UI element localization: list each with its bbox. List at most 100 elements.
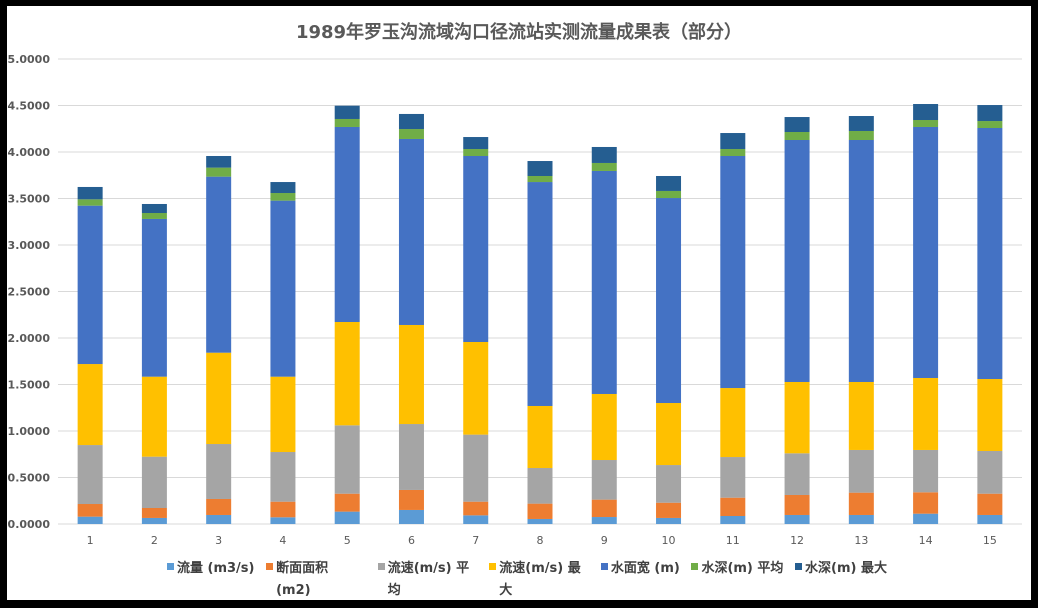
bar-segment-6-cat-13 (848, 130, 874, 141)
bar-segment-2-cat-11 (720, 497, 746, 517)
bar-segment-3-cat-15 (977, 450, 1003, 494)
x-tick-label: 6 (408, 534, 415, 547)
bar-segment-1-cat-2 (141, 517, 167, 524)
bar-segment-4-cat-2 (141, 376, 167, 457)
bar-segment-7-cat-4 (270, 182, 296, 194)
bar-segment-4-cat-14 (913, 377, 939, 450)
x-tick-label: 10 (662, 534, 676, 547)
bar-segment-2-cat-9 (591, 499, 617, 518)
bar-segment-6-cat-12 (784, 132, 810, 141)
legend-swatch (489, 563, 497, 570)
bar-segment-3-cat-12 (784, 453, 810, 495)
bar-segment-5-cat-4 (270, 200, 296, 377)
bar-segment-1-cat-15 (977, 514, 1003, 524)
bar-segment-6-cat-8 (527, 175, 553, 183)
bar-segment-3-cat-11 (720, 457, 746, 498)
bar-segment-6-cat-3 (206, 167, 232, 177)
legend-swatch (691, 563, 699, 570)
x-tick-label: 9 (601, 534, 608, 547)
bar-segment-7-cat-9 (591, 146, 617, 163)
legend-item: 流速(m/s) 平均 (377, 558, 478, 602)
bar-segment-3-cat-1 (77, 445, 103, 505)
x-tick-label: 5 (344, 534, 351, 547)
y-tick-label: 2.0000 (8, 332, 51, 345)
bar-segment-1-cat-7 (463, 515, 489, 524)
bar-segment-7-cat-15 (977, 105, 1003, 122)
y-tick-label: 1.0000 (8, 425, 51, 438)
bar-segment-4-cat-15 (977, 379, 1003, 451)
bar-segment-4-cat-13 (848, 381, 874, 450)
x-tick-label: 1 (87, 534, 94, 547)
bar-segment-2-cat-2 (141, 508, 167, 518)
bar-segment-7-cat-6 (398, 113, 424, 130)
y-tick-label: 3.5000 (8, 193, 51, 206)
bar-segment-3-cat-14 (913, 449, 939, 493)
bar-segment-1-cat-1 (77, 516, 103, 524)
x-tick-label: 3 (215, 534, 222, 547)
bar-segment-6-cat-14 (913, 120, 939, 127)
bar-segment-3-cat-6 (398, 424, 424, 490)
bar-segment-7-cat-10 (656, 175, 682, 191)
bar-segment-1-cat-8 (527, 518, 553, 524)
bar-segment-4-cat-3 (206, 352, 232, 445)
y-tick-label: 0.0000 (8, 518, 51, 531)
bar-segment-2-cat-5 (334, 493, 360, 512)
x-tick-label: 14 (919, 534, 933, 547)
legend-item: 水深(m) 最大 (795, 558, 887, 602)
y-tick-label: 2.5000 (8, 286, 51, 299)
bar-segment-1-cat-14 (913, 513, 939, 524)
bar-segment-6-cat-11 (720, 149, 746, 156)
bar-segment-2-cat-13 (848, 492, 874, 515)
x-tick-label: 2 (151, 534, 158, 547)
legend-swatch (795, 563, 802, 570)
x-tick-label: 11 (726, 534, 740, 547)
legend-label: 流速(m/s) 最大 (499, 561, 581, 598)
bar-segment-7-cat-1 (77, 186, 103, 200)
bar-segment-7-cat-14 (913, 104, 939, 121)
bar-segment-2-cat-15 (977, 493, 1003, 515)
bar-segment-1-cat-6 (398, 509, 424, 524)
bar-segment-5-cat-7 (463, 155, 489, 342)
legend-item: 流速(m/s) 最大 (489, 558, 589, 602)
bar-segment-5-cat-12 (784, 140, 810, 382)
bar-segment-2-cat-7 (463, 501, 489, 516)
bar-segment-1-cat-4 (270, 517, 296, 524)
bar-segment-7-cat-5 (334, 105, 360, 119)
bar-segment-1-cat-13 (848, 514, 874, 524)
y-tick-label: 5.0000 (8, 53, 51, 66)
bar-segment-3-cat-10 (656, 465, 682, 503)
y-tick-label: 4.5000 (8, 100, 51, 113)
bar-segment-4-cat-12 (784, 381, 810, 454)
bar-segment-2-cat-12 (784, 494, 810, 515)
bar-segment-5-cat-10 (656, 198, 682, 404)
bar-segment-5-cat-11 (720, 155, 746, 389)
bar-segment-5-cat-14 (913, 126, 939, 378)
x-tick-label: 7 (472, 534, 479, 547)
x-tick-label: 13 (854, 534, 868, 547)
legend-swatch (600, 563, 608, 570)
bar-segment-3-cat-4 (270, 452, 296, 502)
legend-label: 水面宽 (m) (610, 561, 680, 576)
legend-label: 流量 (m3/s) (177, 561, 255, 576)
legend-item: 水深(m) 平均 (691, 558, 783, 602)
bar-segment-5-cat-15 (977, 128, 1003, 380)
bar-segment-7-cat-13 (848, 116, 874, 131)
bar-segment-2-cat-3 (206, 498, 232, 515)
bar-segment-6-cat-1 (77, 199, 103, 206)
legend-item: 流量 (m3/s) (167, 558, 255, 602)
bar-segment-5-cat-1 (77, 205, 103, 365)
y-tick-label: 1.5000 (8, 379, 51, 392)
bar-segment-4-cat-1 (77, 364, 103, 446)
y-tick-label: 0.5000 (8, 472, 51, 485)
bar-segment-3-cat-5 (334, 425, 360, 494)
bar-segment-3-cat-7 (463, 434, 489, 502)
bar-segment-5-cat-8 (527, 182, 553, 406)
plot-area: 0.0000 0.5000 1.0000 1.5000 2.0000 2.5000 3.00… (8, 53, 1022, 547)
legend-label: 水深(m) 平均 (701, 561, 784, 576)
bar-segment-7-cat-12 (784, 117, 810, 133)
bar-segment-7-cat-8 (527, 161, 553, 176)
legend-swatch (377, 563, 385, 570)
chart-area: 1989年罗玉沟流域沟口径流站实测流量成果表（部分） 0.0000 0.5000 1… (7, 6, 1031, 600)
bar-segment-7-cat-2 (141, 203, 167, 214)
x-tick-label: 4 (279, 534, 286, 547)
